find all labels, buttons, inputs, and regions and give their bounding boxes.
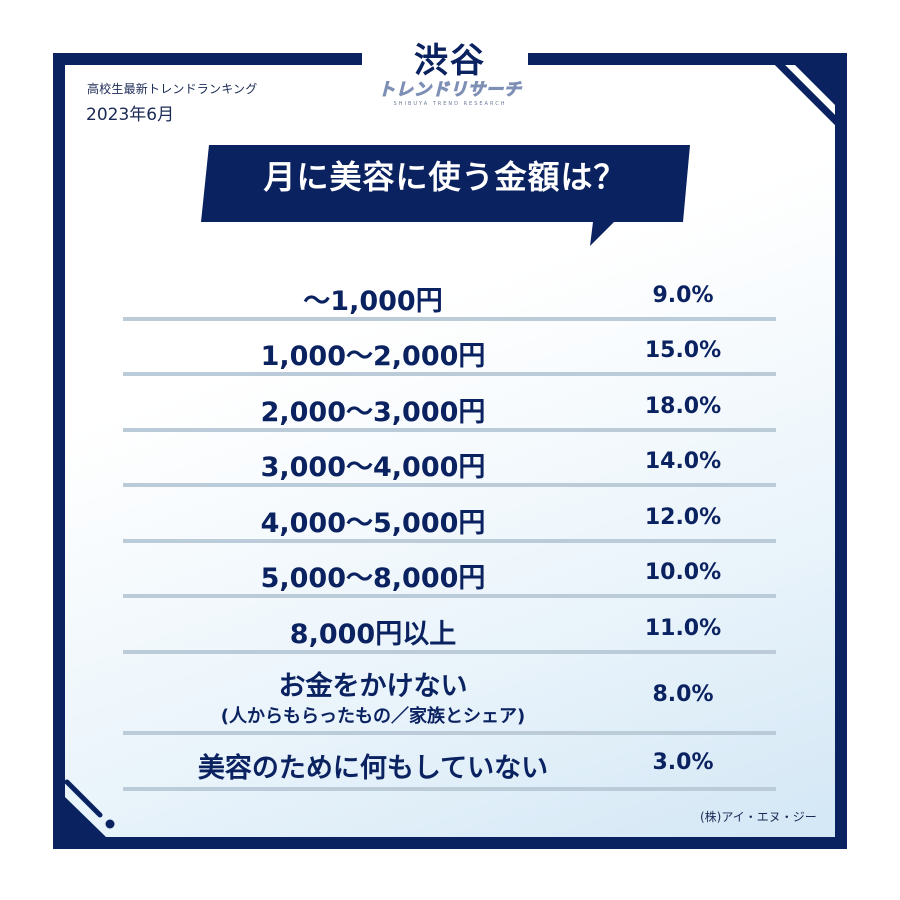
row-divider — [123, 787, 776, 791]
row-value: 10.0% — [644, 560, 722, 585]
row-label: 〜1,000円 — [303, 286, 443, 317]
frame-right-bar — [835, 53, 847, 849]
row-value: 15.0% — [644, 338, 722, 363]
logo-kana-text: トレンドリサーチ — [378, 80, 522, 101]
row-value: 14.0% — [644, 449, 722, 474]
source-credit: (株)アイ・エヌ・ジー — [700, 810, 817, 824]
row-label: 8,000円以上 — [289, 619, 457, 650]
row-label: 1,000〜2,000円 — [260, 341, 486, 372]
logo-main-text: 渋谷 — [414, 41, 486, 81]
logo: 渋谷 トレンドリサーチ SHIBUYA TREND RESEARCH — [345, 42, 555, 122]
frame-top-left-bar — [53, 53, 362, 65]
row-label: 美容のために何もしていない — [197, 753, 549, 784]
frame-top-right-bar — [528, 53, 847, 65]
row-value: 3.0% — [652, 750, 714, 775]
row-label: 4,000〜5,000円 — [260, 508, 486, 539]
frame-left-bar — [53, 53, 65, 849]
row-value: 12.0% — [644, 505, 722, 530]
row-divider — [123, 539, 776, 543]
header-subtitle: 高校生最新トレンドランキング — [87, 82, 258, 96]
row-divider — [123, 317, 776, 321]
row-label: 3,000〜4,000円 — [260, 452, 486, 483]
row-value: 9.0% — [652, 283, 714, 308]
row-label: 2,000〜3,000円 — [260, 397, 486, 428]
row-label: お金をかけない — [278, 671, 468, 702]
row-divider — [123, 650, 776, 654]
row-divider — [123, 428, 776, 432]
row-sublabel: (人からもらったもの／家族とシェア) — [220, 706, 526, 727]
row-value: 18.0% — [644, 394, 722, 419]
row-value: 11.0% — [644, 616, 722, 641]
logo-english-text: SHIBUYA TREND RESEARCH — [393, 101, 507, 107]
row-value: 8.0% — [652, 682, 714, 707]
row-divider — [123, 483, 776, 487]
row-divider — [123, 594, 776, 598]
header-date: 2023年6月 — [86, 105, 175, 125]
frame-bottom-bar — [53, 837, 847, 849]
row-label: 5,000〜8,000円 — [260, 563, 486, 594]
question-title: 月に美容に使う金額は？ — [263, 158, 627, 196]
row-divider — [123, 372, 776, 376]
row-divider — [123, 731, 776, 735]
